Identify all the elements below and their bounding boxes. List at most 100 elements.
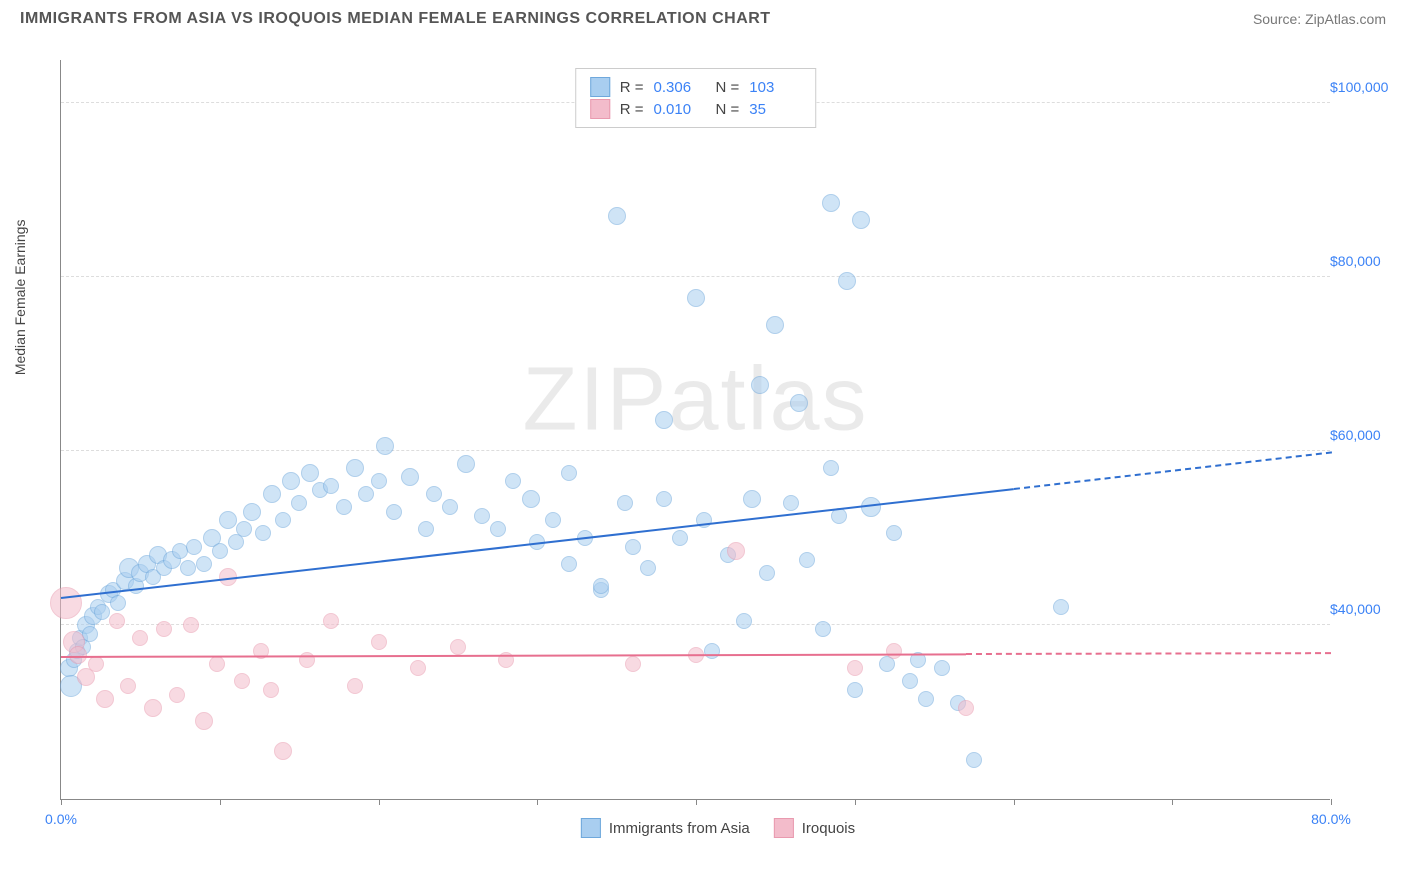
- legend-series: Immigrants from AsiaIroquois: [581, 818, 855, 838]
- xtick-label: 80.0%: [1311, 811, 1351, 827]
- data-point: [96, 690, 114, 708]
- gridline: [61, 624, 1330, 625]
- data-point: [371, 473, 387, 489]
- legend-stat-label: N =: [716, 79, 740, 96]
- data-point: [934, 660, 950, 676]
- data-point: [156, 621, 172, 637]
- data-point: [386, 504, 402, 520]
- data-point: [236, 521, 252, 537]
- data-point: [109, 613, 125, 629]
- plot-area: ZIPatlas R =0.306N =103R =0.010N =35 $40…: [60, 60, 1330, 800]
- legend-stat-label: R =: [620, 79, 644, 96]
- chart-area: Median Female Earnings ZIPatlas R =0.306…: [50, 50, 1386, 840]
- data-point: [186, 539, 202, 555]
- xtick-label: 0.0%: [45, 811, 77, 827]
- legend-n-value: 103: [749, 79, 801, 96]
- data-point: [50, 587, 82, 619]
- data-point: [450, 639, 466, 655]
- data-point: [522, 490, 540, 508]
- xtick: [1172, 799, 1173, 805]
- gridline: [61, 276, 1330, 277]
- data-point: [234, 673, 250, 689]
- data-point: [401, 468, 419, 486]
- xtick: [537, 799, 538, 805]
- data-point: [196, 556, 212, 572]
- data-point: [410, 660, 426, 676]
- data-point: [886, 525, 902, 541]
- data-point: [323, 478, 339, 494]
- data-point: [861, 497, 881, 517]
- data-point: [212, 543, 228, 559]
- data-point: [625, 656, 641, 672]
- data-point: [263, 682, 279, 698]
- data-point: [815, 621, 831, 637]
- data-point: [545, 512, 561, 528]
- data-point: [799, 552, 815, 568]
- xtick: [1331, 799, 1332, 805]
- data-point: [358, 486, 374, 502]
- data-point: [608, 207, 626, 225]
- legend-n-value: 35: [749, 101, 801, 118]
- data-point: [323, 613, 339, 629]
- data-point: [291, 495, 307, 511]
- data-point: [958, 700, 974, 716]
- data-point: [195, 712, 213, 730]
- data-point: [790, 394, 808, 412]
- data-point: [255, 525, 271, 541]
- data-point: [371, 634, 387, 650]
- data-point: [1053, 599, 1069, 615]
- data-point: [847, 682, 863, 698]
- data-point: [704, 643, 720, 659]
- data-point: [822, 194, 840, 212]
- chart-title: IMMIGRANTS FROM ASIA VS IROQUOIS MEDIAN …: [20, 10, 771, 28]
- data-point: [474, 508, 490, 524]
- data-point: [847, 660, 863, 676]
- data-point: [301, 464, 319, 482]
- data-point: [274, 742, 292, 760]
- watermark: ZIPatlas: [522, 348, 868, 451]
- data-point: [219, 511, 237, 529]
- data-point: [120, 678, 136, 694]
- ytick-label: $80,000: [1330, 253, 1390, 269]
- xtick: [855, 799, 856, 805]
- gridline: [61, 450, 1330, 451]
- data-point: [617, 495, 633, 511]
- data-point: [346, 459, 364, 477]
- chart-source: Source: ZipAtlas.com: [1253, 11, 1386, 27]
- data-point: [169, 687, 185, 703]
- ytick-label: $60,000: [1330, 427, 1390, 443]
- data-point: [132, 630, 148, 646]
- data-point: [418, 521, 434, 537]
- data-point: [561, 556, 577, 572]
- ytick-label: $40,000: [1330, 601, 1390, 617]
- data-point: [110, 595, 126, 611]
- ytick-label: $100,000: [1330, 79, 1390, 95]
- data-point: [902, 673, 918, 689]
- data-point: [656, 491, 672, 507]
- data-point: [426, 486, 442, 502]
- data-point: [672, 530, 688, 546]
- legend-r-value: 0.306: [654, 79, 706, 96]
- legend-label: Iroquois: [802, 820, 855, 837]
- data-point: [282, 472, 300, 490]
- legend-stat-label: R =: [620, 101, 644, 118]
- chart-header: IMMIGRANTS FROM ASIA VS IROQUOIS MEDIAN …: [0, 0, 1406, 36]
- data-point: [144, 699, 162, 717]
- data-point: [743, 490, 761, 508]
- trendline-extension: [966, 652, 1331, 655]
- trendline: [61, 653, 966, 658]
- xtick: [696, 799, 697, 805]
- y-axis-label: Median Female Earnings: [12, 220, 28, 376]
- legend-stat-row: R =0.010N =35: [590, 99, 802, 119]
- data-point: [966, 752, 982, 768]
- xtick: [1014, 799, 1015, 805]
- data-point: [299, 652, 315, 668]
- data-point: [625, 539, 641, 555]
- data-point: [918, 691, 934, 707]
- data-point: [183, 617, 199, 633]
- data-point: [783, 495, 799, 511]
- data-point: [180, 560, 196, 576]
- legend-swatch: [581, 818, 601, 838]
- data-point: [243, 503, 261, 521]
- data-point: [209, 656, 225, 672]
